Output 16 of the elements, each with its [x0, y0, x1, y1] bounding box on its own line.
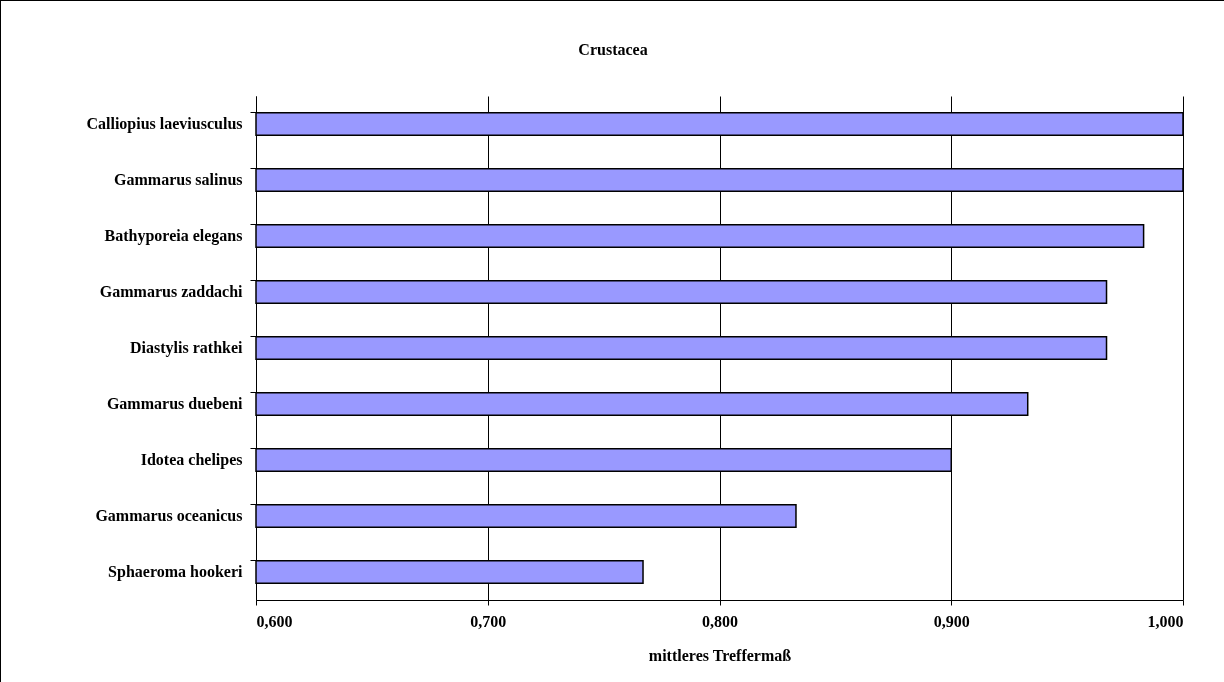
x-axis-title: mittleres Treffermaß [648, 646, 792, 664]
y-tick-label: Sphaeroma hookeri [108, 563, 244, 581]
y-tick-label: Idotea chelipes [140, 451, 243, 469]
chart-title: Crustacea [578, 41, 648, 58]
y-tick-label: Diastylis rathkei [130, 339, 244, 357]
x-tick-label: 0,700 [470, 612, 507, 630]
y-tick-label: Bathyporeia elegans [104, 227, 243, 245]
x-tick-label: 1,000 [1147, 612, 1184, 630]
y-tick-label: Gammarus duebeni [106, 395, 244, 412]
y-tick-label: Gammarus oceanicus [95, 507, 243, 524]
x-tick-label: 0,600 [256, 612, 293, 630]
y-tick-label: Gammarus zaddachi [99, 283, 244, 300]
y-tick-label: Gammarus salinus [114, 171, 243, 188]
x-tick-label: 0,900 [933, 612, 970, 630]
y-tick-label: Calliopius laeviusculus [86, 115, 243, 133]
x-tick-label: 0,800 [702, 612, 738, 630]
